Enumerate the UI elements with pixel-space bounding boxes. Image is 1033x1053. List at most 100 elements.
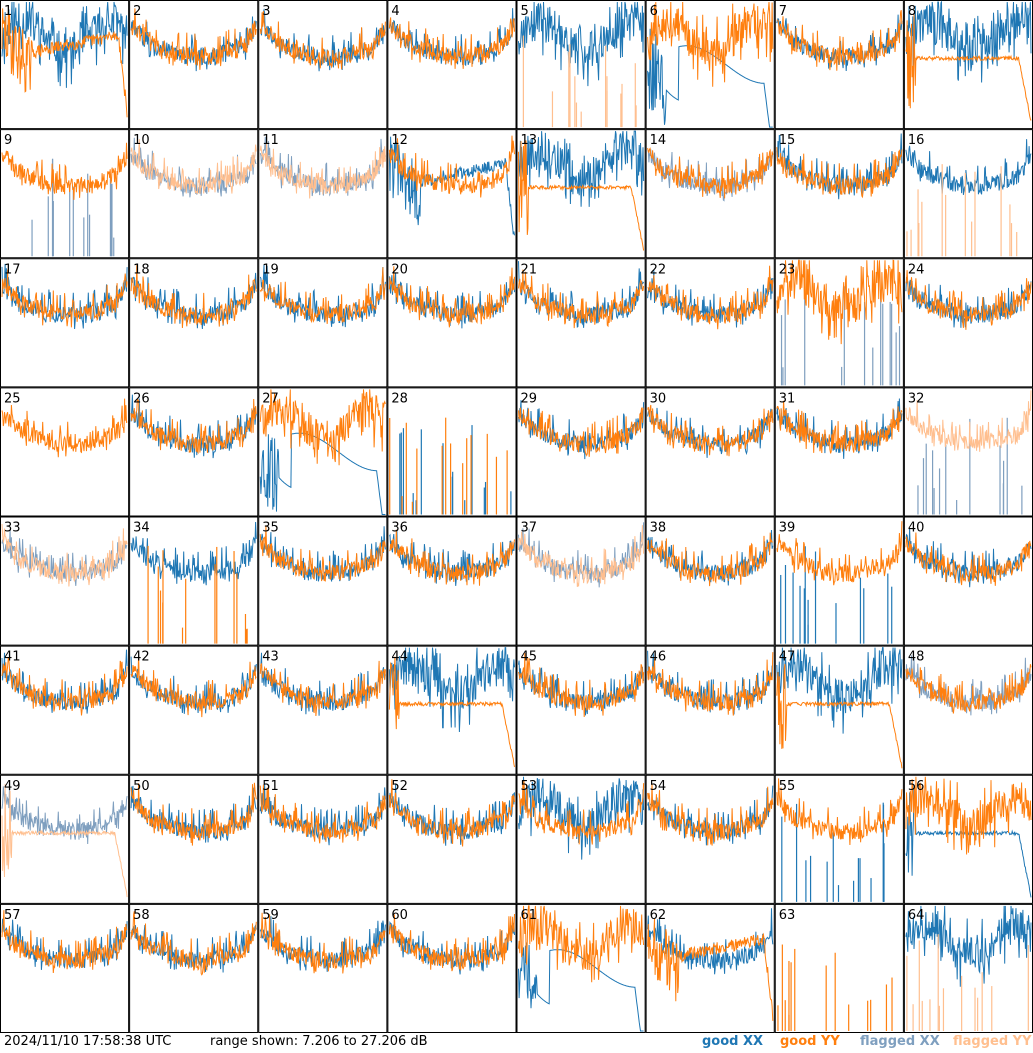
series-yy <box>647 652 774 716</box>
panel-frame <box>0 387 130 517</box>
series-yy <box>1 8 128 118</box>
panel-46: 46 <box>645 645 775 775</box>
panel-10: 10 <box>129 129 259 259</box>
panel-label: 58 <box>133 908 150 923</box>
series-yy <box>388 656 515 768</box>
panel-label: 55 <box>779 779 796 794</box>
panel-label: 8 <box>908 4 916 19</box>
panel-42: 42 <box>129 645 259 775</box>
panel-label: 34 <box>133 521 150 536</box>
panel-frame <box>516 0 646 130</box>
panel-15: 15 <box>774 129 904 259</box>
panel-27: 27 <box>258 387 388 517</box>
series-xx <box>518 942 644 1032</box>
panel-label: 61 <box>521 908 538 923</box>
panel-label: 23 <box>779 262 796 277</box>
series-yy <box>259 660 386 717</box>
panel-label: 3 <box>262 4 270 19</box>
panel-30: 30 <box>645 387 775 517</box>
panel-frame <box>903 258 1033 388</box>
series-yy <box>1 523 128 587</box>
series-yy <box>518 140 645 251</box>
panel-24: 24 <box>903 258 1033 388</box>
series-yy <box>259 525 386 582</box>
series-xx <box>388 647 515 733</box>
series-yy <box>518 269 645 329</box>
panel-45: 45 <box>516 645 646 775</box>
panel-40: 40 <box>903 516 1033 646</box>
panel-1: 1 <box>0 0 130 130</box>
series-xx <box>388 136 515 236</box>
panel-frame <box>0 516 130 646</box>
series-yy <box>130 655 257 718</box>
series-yy <box>389 529 515 586</box>
panel-frame <box>258 0 388 130</box>
panel-label: 47 <box>779 650 796 665</box>
panel-label: 60 <box>391 908 408 923</box>
panel-label: 15 <box>779 133 796 148</box>
series-yy <box>518 905 645 983</box>
series-yy <box>259 784 386 844</box>
series-yy <box>776 147 903 199</box>
panel-label: 14 <box>650 133 667 148</box>
panel-frame <box>129 774 259 904</box>
panel-frame <box>387 129 517 259</box>
panel-23: 23 <box>774 258 904 388</box>
panel-36: 36 <box>387 516 517 646</box>
panel-label: 21 <box>521 262 538 277</box>
panel-label: 24 <box>908 262 925 277</box>
series-yy <box>905 14 1032 121</box>
panel-57: 57 <box>0 903 130 1033</box>
panel-label: 4 <box>391 4 399 19</box>
series-yy <box>130 265 257 329</box>
panel-frame <box>0 774 130 904</box>
series-yy <box>388 135 515 198</box>
panel-2: 2 <box>129 0 259 130</box>
panel-label: 31 <box>779 391 796 406</box>
panel-13: 13 <box>516 129 646 259</box>
panel-label: 17 <box>4 262 21 277</box>
series-yy <box>260 912 386 974</box>
panel-frame <box>516 387 646 517</box>
panel-label: 56 <box>908 779 925 794</box>
panel-label: 27 <box>262 391 279 406</box>
panel-label: 33 <box>4 521 21 536</box>
series-yy <box>259 140 386 199</box>
series-yy <box>1 910 128 974</box>
series-yy <box>1 269 128 328</box>
panel-label: 29 <box>521 391 538 406</box>
panel-59: 59 <box>258 903 388 1033</box>
series-yy <box>259 10 386 70</box>
panel-label: 63 <box>779 908 796 923</box>
panel-3: 3 <box>258 0 388 130</box>
panel-label: 1 <box>4 4 12 19</box>
panel-44: 44 <box>387 645 517 775</box>
panel-frame <box>903 774 1033 904</box>
series-xx <box>905 905 1032 987</box>
series-xx <box>518 522 645 588</box>
series-yy <box>647 1 774 87</box>
series-yy <box>905 532 1032 586</box>
panel-6: 6 <box>645 0 775 130</box>
panel-label: 48 <box>908 650 925 665</box>
panel-43: 43 <box>258 645 388 775</box>
series-yy <box>388 913 515 972</box>
panel-label: 53 <box>521 779 538 794</box>
panel-29: 29 <box>516 387 646 517</box>
panel-label: 7 <box>779 4 787 19</box>
series-yy <box>1 142 128 200</box>
panel-frame <box>516 516 646 646</box>
panel-5: 5 <box>516 0 646 130</box>
series-yy <box>518 652 645 718</box>
series-yy <box>647 918 774 1021</box>
panel-label: 54 <box>650 779 667 794</box>
panel-label: 30 <box>650 391 667 406</box>
panel-47: 47 <box>774 645 904 775</box>
series-yy <box>1 784 128 898</box>
panel-frame <box>387 516 517 646</box>
panel-label: 39 <box>779 521 796 536</box>
series-xx <box>1 786 128 845</box>
footer: 2024/11/10 17:58:38 UTC range shown: 7.2… <box>0 1033 1033 1053</box>
panel-label: 37 <box>521 521 538 536</box>
panel-label: 46 <box>650 650 667 665</box>
